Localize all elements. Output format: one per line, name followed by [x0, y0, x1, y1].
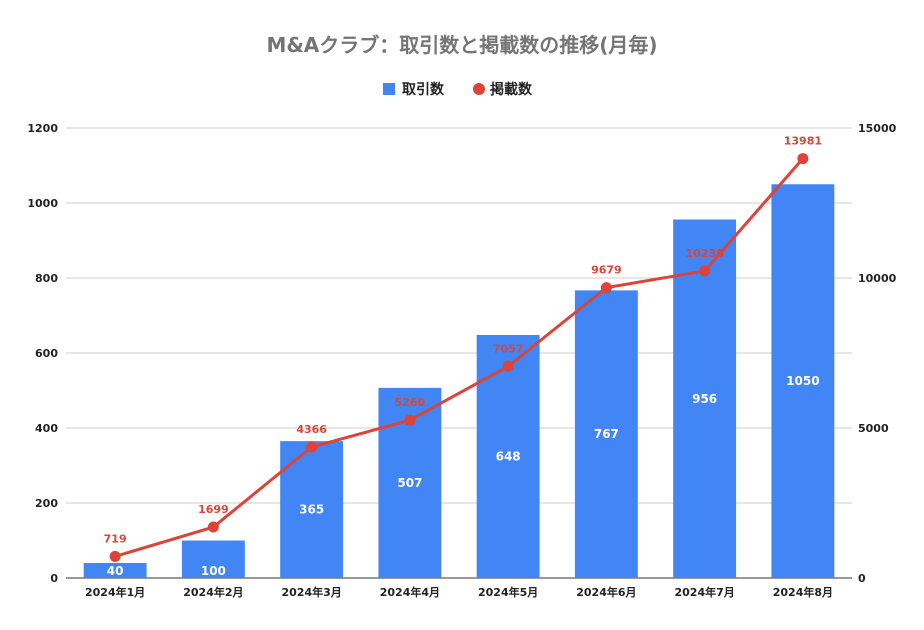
line-point — [404, 414, 416, 426]
category-label: 2024年7月 — [674, 585, 734, 599]
bar — [771, 184, 835, 578]
legend-bar-label: 取引数 — [402, 81, 445, 98]
left-tick-label: 1000 — [27, 197, 58, 210]
category-label: 2024年5月 — [478, 585, 538, 599]
left-tick-label: 400 — [35, 422, 58, 435]
bar-value-label: 1050 — [786, 374, 819, 388]
bar-value-label: 365 — [299, 503, 324, 517]
right-tick-label: 10000 — [858, 272, 897, 285]
right-tick-label: 15000 — [858, 122, 897, 135]
line-value-label: 719 — [104, 532, 127, 545]
bar — [476, 335, 540, 578]
legend-line-swatch — [473, 83, 485, 95]
category-label: 2024年1月 — [85, 585, 145, 599]
line-value-label: 1699 — [198, 503, 229, 516]
line-point — [207, 521, 219, 533]
bar-value-label: 100 — [201, 564, 226, 578]
bar-value-label: 956 — [692, 392, 717, 406]
line-value-label: 10236 — [685, 247, 724, 260]
line-point — [306, 441, 318, 453]
category-label: 2024年8月 — [773, 585, 833, 599]
category-axis-labels: 2024年1月 2024年2月 2024年3月 2024年4月 2024年5月 2024年… — [85, 585, 833, 599]
category-label: 2024年4月 — [380, 585, 440, 599]
line-value-label: 5260 — [395, 396, 426, 409]
series-line — [114, 157, 805, 558]
legend: 取引数 掲載数 — [383, 81, 533, 98]
category-label: 2024年3月 — [281, 585, 341, 599]
chart-title: M&Aクラブ：取引数と掲載数の推移(月毎) — [266, 33, 657, 57]
line-point — [797, 153, 809, 165]
line-value-label: 13981 — [784, 135, 822, 148]
line-value-label: 4366 — [296, 423, 327, 436]
legend-bar-swatch — [383, 83, 395, 95]
bar — [673, 219, 737, 578]
gridlines — [66, 127, 852, 579]
category-label: 2024年2月 — [183, 585, 243, 599]
line-point — [699, 265, 711, 277]
line-point — [109, 550, 121, 562]
left-tick-label: 200 — [35, 497, 58, 510]
left-tick-label: 800 — [35, 272, 58, 285]
bar — [181, 540, 245, 578]
bar-value-label: 767 — [594, 427, 619, 441]
bar — [83, 563, 147, 578]
left-tick-label: 600 — [35, 347, 58, 360]
legend-line-label: 掲載数 — [490, 81, 533, 98]
right-axis-ticks: 0 5000 10000 15000 — [858, 122, 897, 585]
left-tick-label: 0 — [50, 572, 58, 585]
bar-series: 40 100 365 507 648 767 956 1050 — [83, 184, 835, 578]
line-point — [502, 360, 514, 372]
bar-value-label: 40 — [107, 564, 124, 578]
left-axis-ticks: 0 200 400 600 800 1000 1200 — [27, 122, 58, 585]
line-value-label: 9679 — [591, 264, 622, 277]
bar — [574, 290, 638, 578]
bar-value-label: 507 — [397, 476, 422, 490]
line-point — [600, 282, 612, 294]
bar-value-label: 648 — [496, 450, 521, 464]
right-tick-label: 5000 — [858, 422, 889, 435]
line-series: 719 1699 4366 5260 7057 9679 10236 13981 — [104, 135, 822, 562]
left-tick-label: 1200 — [27, 122, 58, 135]
right-tick-label: 0 — [858, 572, 866, 585]
line-value-label: 7057 — [493, 342, 524, 355]
category-label: 2024年6月 — [576, 585, 636, 599]
